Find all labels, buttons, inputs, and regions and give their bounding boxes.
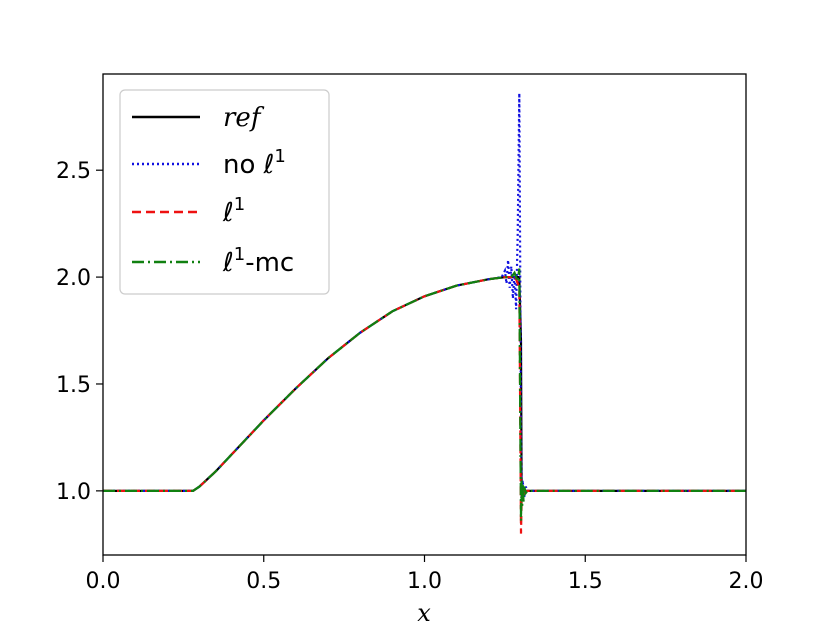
legend-label-superscript: 1 bbox=[234, 194, 245, 215]
legend-label-text: ℓ bbox=[222, 198, 234, 228]
legend-label-2: ℓ1 bbox=[222, 194, 245, 228]
x-tick-label: 2.0 bbox=[729, 569, 764, 594]
y-tick-label: 2.0 bbox=[56, 266, 91, 291]
series-line-2 bbox=[103, 273, 746, 534]
x-axis-ticks: 0.0 0.5 1.0 1.5 2.0 bbox=[86, 555, 764, 594]
legend-label-1: no ℓ1 bbox=[223, 146, 286, 180]
legend-label-superscript: 1 bbox=[274, 146, 285, 167]
legend-label-text: ref bbox=[223, 103, 265, 133]
x-tick-label: 1.0 bbox=[407, 569, 442, 594]
legend-label-suffix: -mc bbox=[245, 248, 294, 278]
x-tick-label: 0.5 bbox=[246, 569, 281, 594]
legend-label-0: ref bbox=[223, 103, 265, 133]
legend-label-superscript: 1 bbox=[234, 244, 245, 265]
legend-label-3: ℓ1-mc bbox=[222, 244, 294, 278]
series-line-0 bbox=[103, 276, 746, 492]
legend-label-text: no ℓ bbox=[223, 150, 274, 180]
y-axis-ticks: 1.0 1.5 2.0 2.5 bbox=[56, 159, 103, 505]
legend-box bbox=[119, 89, 330, 295]
legend-label-text: ℓ bbox=[222, 248, 234, 278]
series-layer bbox=[103, 93, 746, 534]
y-tick-label: 2.5 bbox=[56, 159, 91, 184]
y-tick-label: 1.0 bbox=[56, 480, 91, 505]
x-tick-label: 0.0 bbox=[86, 569, 121, 594]
y-tick-label: 1.5 bbox=[56, 373, 91, 398]
x-axis-label: x bbox=[417, 599, 431, 623]
x-tick-label: 1.5 bbox=[568, 569, 603, 594]
series-line-3 bbox=[103, 268, 746, 521]
